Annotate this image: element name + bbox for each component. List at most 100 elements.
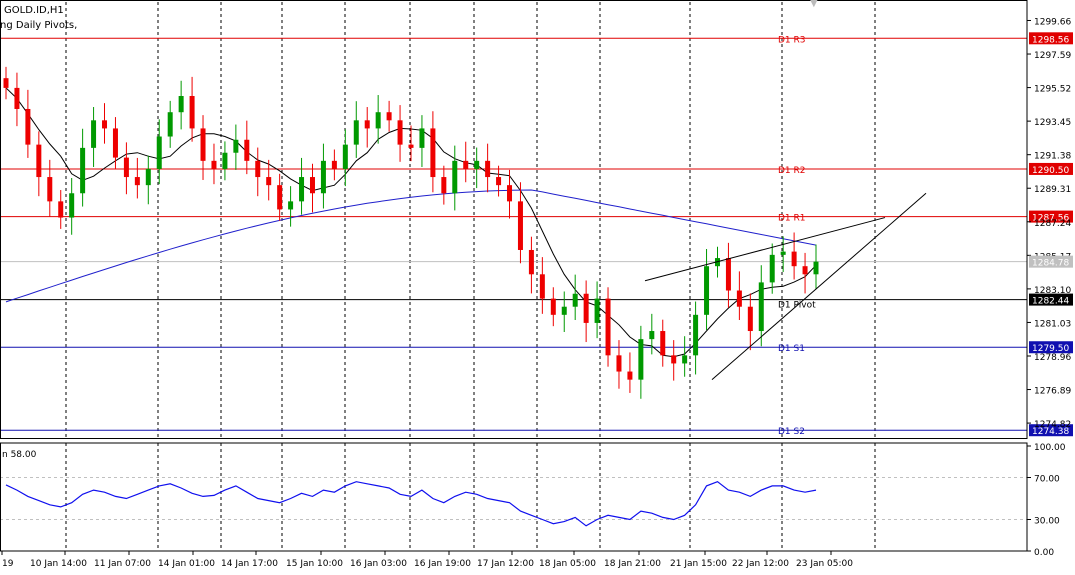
rsi-line	[5, 481, 817, 527]
candle-body	[255, 160, 261, 178]
candle-body	[156, 136, 162, 169]
candle-body	[309, 177, 315, 194]
candle-body	[605, 298, 611, 356]
candle-body	[539, 274, 545, 299]
candle-body	[758, 282, 764, 332]
candle-body	[496, 177, 502, 186]
grid	[0, 2, 1027, 551]
candle-body	[112, 128, 118, 158]
candle-body	[3, 78, 9, 88]
candle-body	[342, 144, 348, 169]
price-tick-label: 1287.24	[1034, 219, 1071, 229]
symbol-label: GOLD.ID,H1	[4, 5, 64, 16]
candle-body	[91, 120, 97, 148]
candle-body	[134, 177, 140, 186]
candle-body	[386, 112, 392, 121]
time-tick-label: 14 Jan 01:00	[158, 559, 215, 569]
price-tick-label: 1281.03	[1034, 319, 1071, 329]
candles	[3, 66, 819, 399]
candle-body	[572, 293, 578, 307]
price-tick-label: 1295.52	[1034, 85, 1071, 95]
pivot-price-label: 1287.56	[1032, 214, 1069, 224]
candle-body	[813, 261, 819, 275]
candle-body	[704, 266, 710, 315]
candle-body	[266, 177, 272, 186]
candle-body	[430, 128, 436, 178]
candle-body	[102, 120, 108, 129]
candle-body	[80, 147, 86, 194]
time-tick-label: 17 Jan 12:00	[477, 559, 534, 569]
ma-slow-line	[5, 189, 817, 303]
price-tick-label: 1276.89	[1034, 387, 1071, 397]
candle-body	[244, 139, 250, 161]
time-tick-label: 16 Jan 03:00	[350, 559, 407, 569]
price-tick-label: 1297.59	[1034, 51, 1071, 61]
candle-body	[769, 254, 775, 283]
candle-body	[145, 168, 151, 186]
time-tick-label: 15 Jan 10:00	[286, 559, 343, 569]
trend-lines	[644, 192, 927, 381]
candle-body	[627, 371, 633, 380]
candle-body	[441, 177, 447, 194]
time-tick-label: 10 Jan 14:00	[30, 559, 87, 569]
candle-body	[58, 201, 64, 218]
candle-body	[507, 185, 513, 202]
candle-body	[375, 112, 381, 129]
candle-body	[463, 160, 469, 169]
pivot-price-box	[1029, 341, 1073, 354]
pivot-price-box	[1029, 32, 1073, 45]
time-tick-label: 18 Jan 21:00	[604, 559, 661, 569]
candle-body	[474, 160, 480, 169]
pivot-price-label: 1298.56	[1032, 35, 1069, 45]
candle-body	[671, 355, 677, 364]
rsi-tick-label: 30.00	[1034, 517, 1060, 527]
candle-body	[682, 355, 688, 364]
candle-body	[189, 96, 195, 129]
candle-body	[419, 128, 425, 148]
candle-body	[397, 120, 403, 145]
candle-body	[167, 112, 173, 137]
rsi-panel-border	[0, 442, 1028, 552]
time-tick-label: 14 Jan 17:00	[221, 559, 278, 569]
candle-body	[211, 160, 217, 169]
candle-body	[25, 108, 31, 145]
pivot-price-label: 1279.50	[1032, 344, 1069, 354]
candle-body	[277, 185, 283, 210]
rsi-panel: 100.00 70.00 30.00 0.00	[0, 443, 1066, 558]
candle-body	[736, 290, 742, 307]
pivot-label: D1 R3	[778, 35, 806, 45]
candle-body	[693, 314, 699, 356]
candle-body	[452, 160, 458, 194]
candle-body	[517, 201, 523, 250]
time-tick-label: 23 Jan 05:00	[796, 559, 853, 569]
candle-body	[14, 87, 20, 109]
candle-body	[36, 144, 42, 178]
candle-body	[320, 160, 326, 194]
pivot-price-box	[1029, 162, 1073, 175]
rsi-tick-label: 0.00	[1034, 548, 1054, 558]
candle-body	[69, 193, 75, 218]
time-tick-label: 22 Jan 12:00	[732, 559, 789, 569]
candle-body	[353, 120, 359, 145]
pivot-label: D1 R1	[778, 214, 806, 224]
candle-body	[791, 251, 797, 267]
price-tick-label: 1293.45	[1034, 118, 1071, 128]
pivot-label: D1 R2	[778, 166, 806, 176]
candle-body	[528, 249, 534, 275]
candle-body	[485, 160, 491, 178]
price-panel-border	[0, 0, 1028, 439]
candle-body	[616, 355, 622, 372]
time-tick-label: 11 Jan 07:00	[94, 559, 151, 569]
pivot-price-label: 1274.38	[1032, 427, 1069, 437]
trendline-upper	[644, 217, 886, 282]
candle-body	[331, 160, 337, 169]
candle-body	[222, 152, 228, 169]
scroll-marker-icon[interactable]: ▼	[810, 0, 818, 9]
candle-body	[299, 177, 305, 202]
candle-body	[660, 331, 666, 356]
candle-body	[780, 251, 786, 255]
